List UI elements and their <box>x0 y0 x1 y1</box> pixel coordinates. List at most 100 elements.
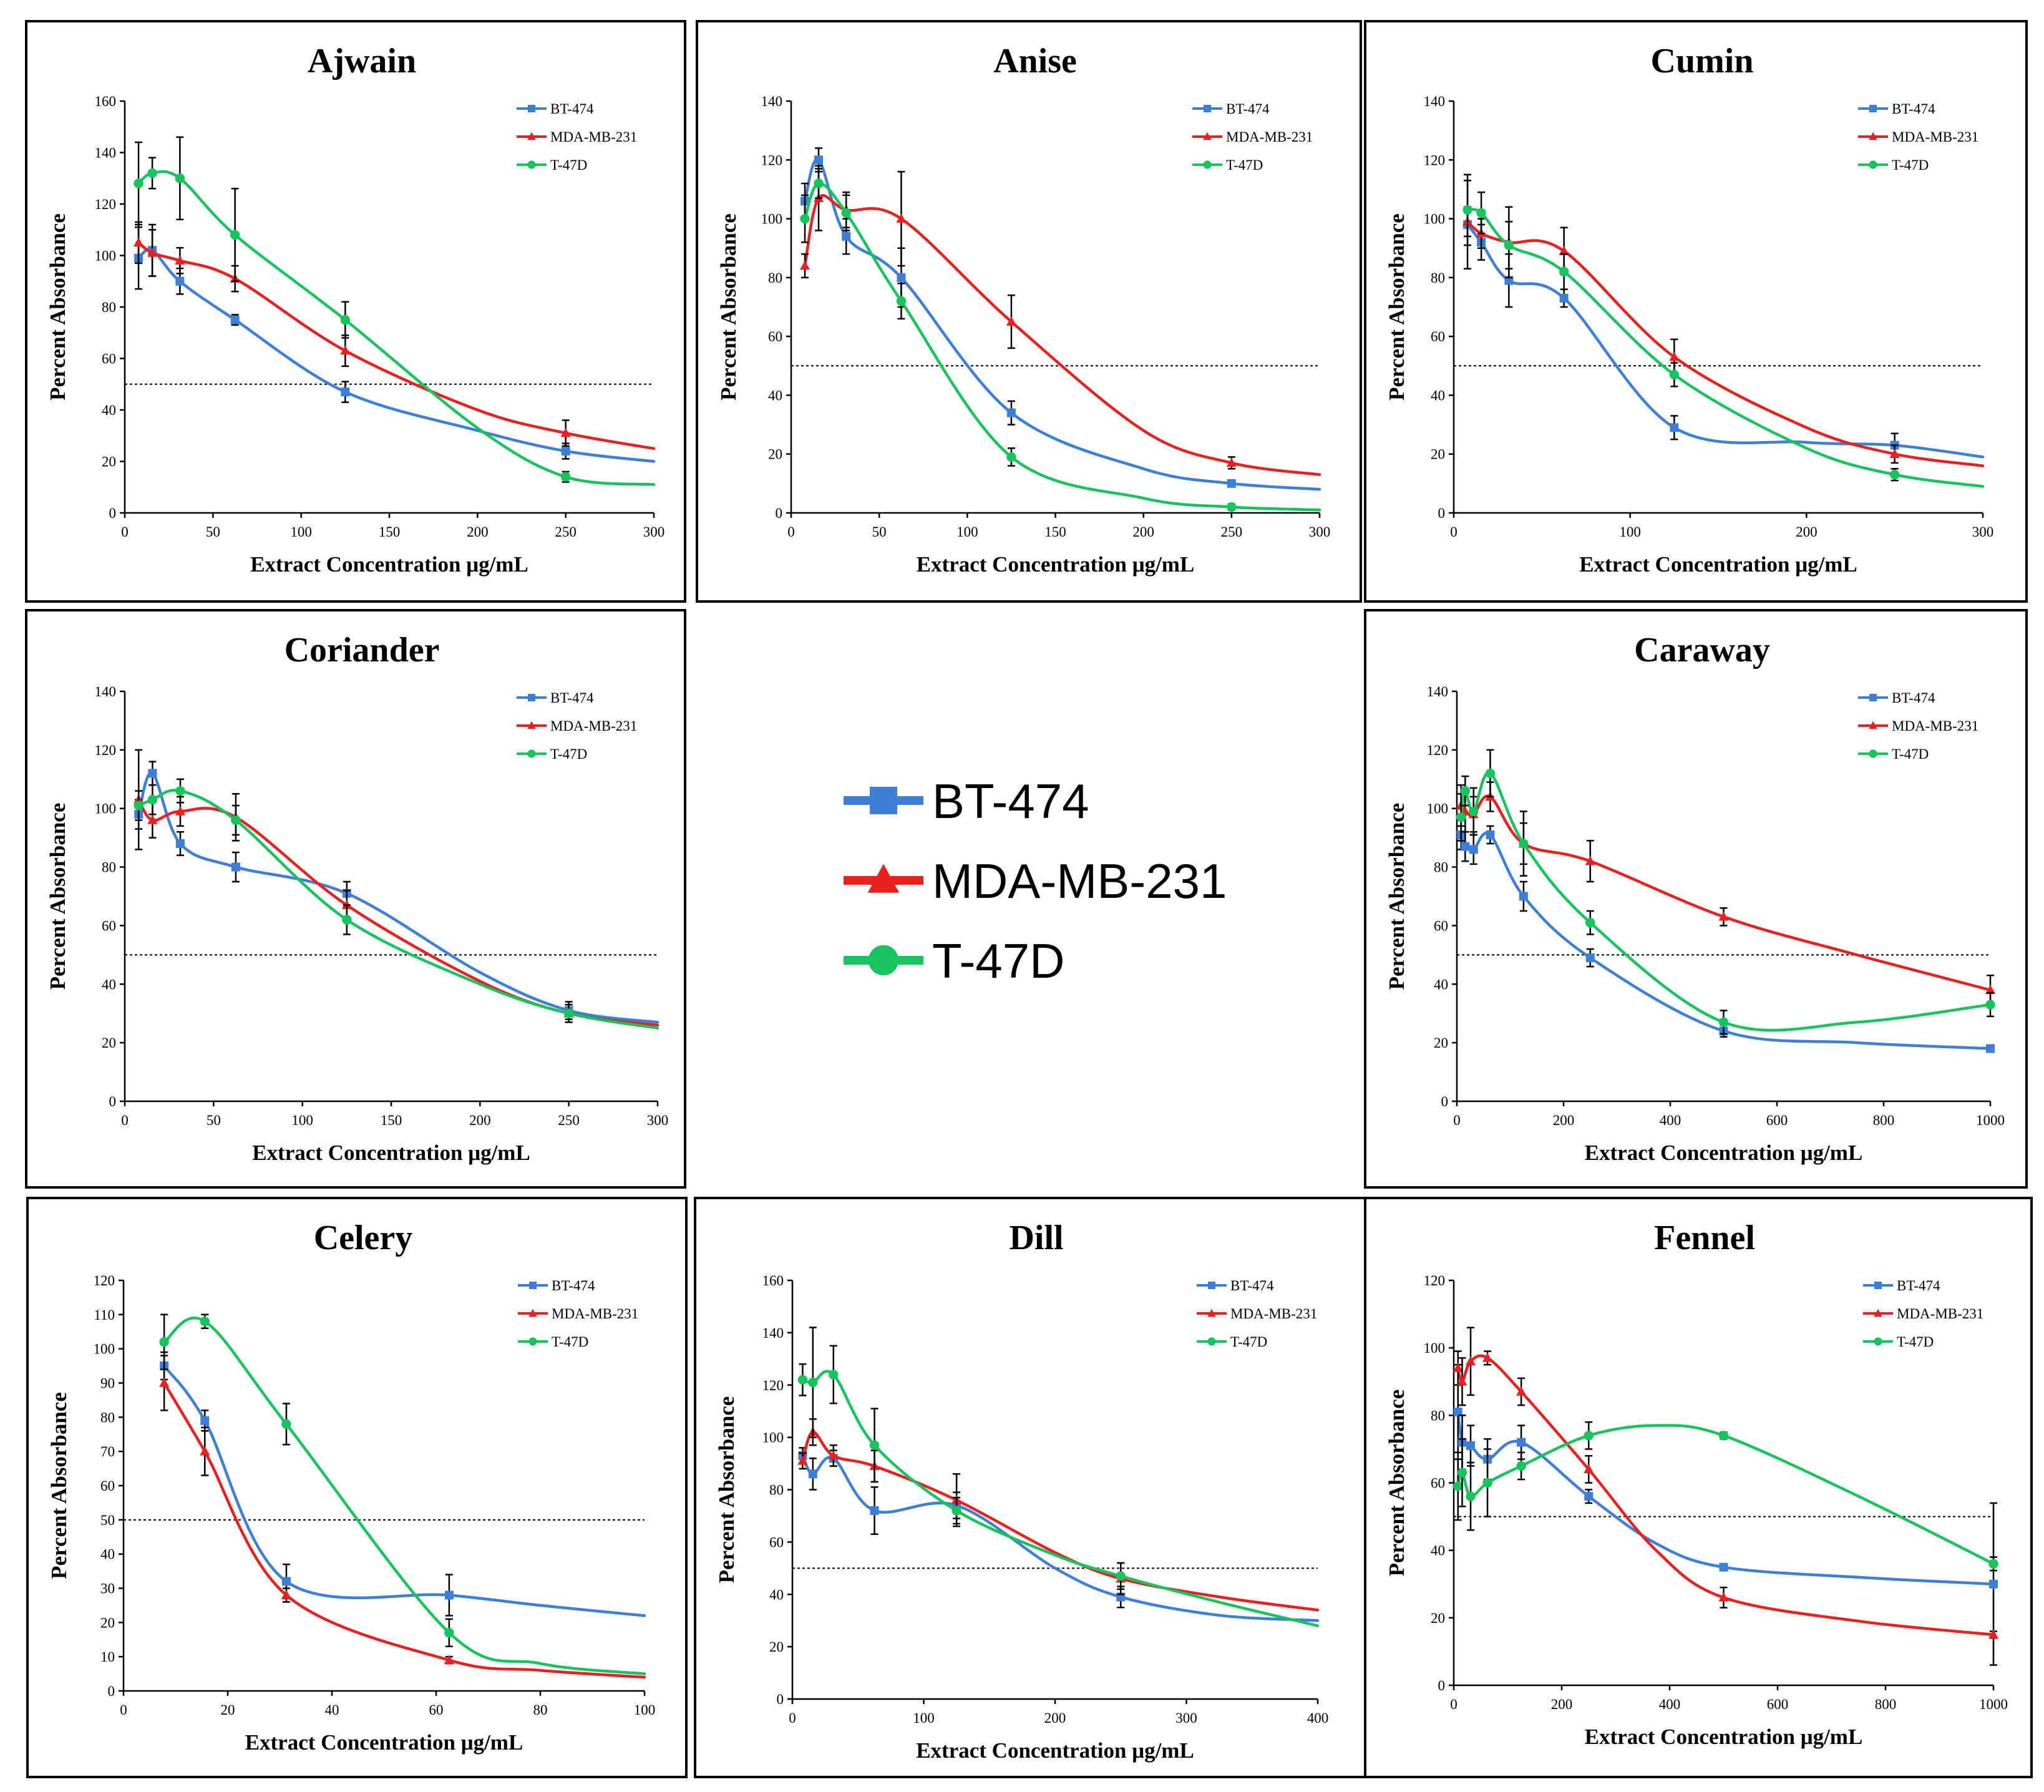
data-point-bt-474-fennel <box>1517 1438 1526 1447</box>
y-tick-label-fennel: 80 <box>1431 1408 1445 1423</box>
legend-marker-mda-mb-231-ajwain <box>527 132 536 140</box>
chart-panel-dill: Dill 0 20 40 60 80 100 120 140 160 0 100 200 300 400 Ex… <box>694 1197 1366 1778</box>
data-point-t-47d-coriander <box>134 801 144 811</box>
x-tick-label-fennel: 200 <box>1551 1697 1573 1712</box>
series-line-t-47d-anise <box>803 182 1321 512</box>
series-line-bt-474-anise <box>803 158 1321 491</box>
legend-marker-t-47d-anise <box>1203 160 1212 169</box>
series-bt-474-cumin <box>1463 180 1985 459</box>
y-tick-label-celery: 120 <box>94 1273 115 1288</box>
data-point-t-47d-cumin <box>1669 369 1680 380</box>
y-tick-label-dill: 80 <box>769 1483 784 1498</box>
data-point-mda-mb-231-celery <box>159 1378 170 1387</box>
y-tick-label-dill: 20 <box>769 1639 784 1655</box>
data-point-t-47d-dill <box>1116 1571 1126 1581</box>
data-point-t-47d-fennel <box>1718 1431 1729 1441</box>
y-tick-label-caraway: 120 <box>1427 743 1449 758</box>
data-point-bt-474-dill <box>870 1506 879 1516</box>
legend-cumin: BT-474 MDA-MB-231 T-47D <box>1858 101 1978 173</box>
data-point-t-47d-fennel <box>1482 1478 1492 1488</box>
legend-marker-bt-474-anise <box>1204 105 1211 112</box>
y-tick-label-celery: 50 <box>100 1512 115 1528</box>
legend-marker-bt-474-ajwain <box>528 105 535 112</box>
series-mda-mb-231-fennel <box>1453 1327 1999 1639</box>
y-tick-label-coriander: 100 <box>95 801 117 817</box>
series-t-47d-celery <box>159 1313 646 1675</box>
y-axis-title-coriander: Percent Absorbance <box>46 803 70 990</box>
y-tick-label-coriander: 40 <box>102 976 116 992</box>
legend-fennel: BT-474 MDA-MB-231 T-47D <box>1863 1278 1983 1350</box>
data-point-mda-mb-231-anise <box>1226 457 1237 467</box>
x-tick-label-anise: 300 <box>1309 524 1331 540</box>
panel-title-ajwain: Ajwain <box>308 42 416 80</box>
x-tick-label-anise: 250 <box>1221 524 1243 540</box>
y-tick-label-ajwain: 40 <box>102 402 116 418</box>
data-point-t-47d-cumin <box>1476 208 1486 218</box>
data-point-bt-474-fennel <box>1989 1579 1998 1589</box>
x-tick-label-celery: 80 <box>533 1702 548 1718</box>
legend-marker-t-47d-celery <box>528 1337 537 1346</box>
data-point-mda-mb-231-fennel <box>1482 1352 1493 1362</box>
legend-marker-mda-mb-231-anise <box>1203 132 1212 140</box>
legend-label-bt-474-caraway: BT-474 <box>1892 690 1935 706</box>
y-tick-label-anise: 140 <box>761 94 783 109</box>
central-legend-marker-t-47d <box>868 945 899 976</box>
y-tick-label-celery: 90 <box>100 1376 115 1391</box>
legend-caraway: BT-474 MDA-MB-231 T-47D <box>1858 690 1978 762</box>
y-tick-label-cumin: 60 <box>1431 329 1445 344</box>
x-tick-label-ajwain: 150 <box>379 524 401 540</box>
chart-panel-celery: Celery 0 10 20 30 40 50 60 70 80 90 100 110 120 0 20 40 6… <box>26 1197 688 1778</box>
x-tick-label-coriander: 300 <box>647 1113 669 1128</box>
data-point-mda-mb-231-cumin <box>1559 246 1569 255</box>
data-point-mda-mb-231-cumin <box>1889 449 1900 459</box>
x-tick-label-coriander: 100 <box>291 1113 313 1128</box>
data-point-t-47d-cumin <box>1889 470 1900 480</box>
data-point-mda-mb-231-caraway <box>1718 911 1729 921</box>
y-tick-label-cumin: 20 <box>1431 447 1445 462</box>
y-tick-label-anise: 60 <box>768 329 782 344</box>
data-point-mda-mb-231-caraway <box>1985 985 1996 994</box>
data-point-t-47d-anise <box>1227 502 1237 512</box>
y-tick-label-cumin: 120 <box>1424 152 1446 168</box>
legend-ajwain: BT-474 MDA-MB-231 T-47D <box>517 101 637 173</box>
legend-label-bt-474-fennel: BT-474 <box>1897 1278 1940 1293</box>
legend-label-mda-mb-231-cumin: MDA-MB-231 <box>1892 129 1978 145</box>
y-tick-label-celery: 80 <box>100 1410 115 1425</box>
chart-panel-ajwain: Ajwain 0 20 40 60 80 100 120 140 160 0 50 100 150 200 2… <box>25 20 686 603</box>
series-bt-474-celery <box>160 1351 646 1617</box>
data-point-t-47d-celery <box>444 1628 454 1638</box>
data-point-t-47d-caraway <box>1485 768 1496 779</box>
data-point-mda-mb-231-celery <box>200 1446 210 1456</box>
series-line-bt-474-ajwain <box>137 248 656 463</box>
y-tick-label-celery: 0 <box>108 1683 115 1699</box>
legend-label-t-47d-ajwain: T-47D <box>550 157 587 173</box>
x-axis-title-coriander: Extract Concentration μg/mL <box>252 1141 530 1165</box>
legend-label-bt-474-cumin: BT-474 <box>1892 101 1935 117</box>
x-tick-label-dill: 200 <box>1044 1710 1066 1726</box>
legend-label-mda-mb-231-celery: MDA-MB-231 <box>552 1306 638 1322</box>
x-tick-label-caraway: 600 <box>1766 1113 1788 1128</box>
data-point-mda-mb-231-caraway <box>1585 855 1595 865</box>
legend-marker-mda-mb-231-dill <box>1207 1308 1216 1317</box>
data-point-mda-mb-231-fennel <box>1584 1464 1594 1474</box>
data-point-mda-mb-231-cumin <box>1669 351 1680 361</box>
x-tick-label-anise: 150 <box>1044 524 1066 540</box>
legend-marker-bt-474-coriander <box>528 694 535 701</box>
y-tick-label-ajwain: 0 <box>109 505 117 521</box>
central-legend-label-t-47d: T-47D <box>932 933 1064 988</box>
central-legend-marker-mda-mb-231 <box>867 864 900 893</box>
y-tick-label-anise: 80 <box>768 270 782 286</box>
data-point-t-47d-fennel <box>1453 1481 1463 1491</box>
data-point-bt-474-celery <box>281 1577 291 1586</box>
data-point-t-47d-caraway <box>1718 1017 1729 1027</box>
legend-label-mda-mb-231-anise: MDA-MB-231 <box>1226 129 1313 145</box>
data-point-bt-474-dill <box>808 1469 817 1479</box>
data-point-mda-mb-231-ajwain <box>147 247 158 257</box>
y-tick-label-dill: 120 <box>762 1378 784 1393</box>
data-point-t-47d-fennel <box>1457 1468 1467 1478</box>
panel-frame-celery <box>26 1197 688 1778</box>
y-tick-label-dill: 140 <box>762 1325 784 1341</box>
y-tick-label-fennel: 40 <box>1431 1543 1445 1559</box>
data-point-bt-474-fennel <box>1719 1562 1728 1572</box>
y-tick-label-anise: 120 <box>761 152 783 168</box>
